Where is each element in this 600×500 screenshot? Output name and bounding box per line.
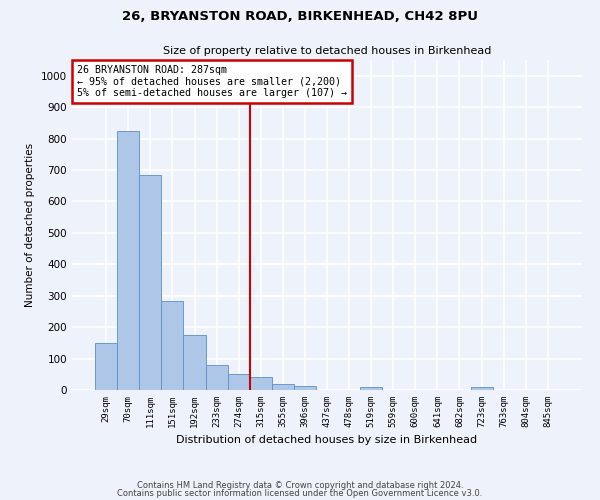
Text: Contains HM Land Registry data © Crown copyright and database right 2024.: Contains HM Land Registry data © Crown c… [137,481,463,490]
Bar [139,174,161,390]
Title: Size of property relative to detached houses in Birkenhead: Size of property relative to detached ho… [163,46,491,56]
Text: 26, BRYANSTON ROAD, BIRKENHEAD, CH42 8PU: 26, BRYANSTON ROAD, BIRKENHEAD, CH42 8PU [122,10,478,23]
Bar [117,130,139,390]
Text: 26 BRYANSTON ROAD: 287sqm
← 95% of detached houses are smaller (2,200)
5% of sem: 26 BRYANSTON ROAD: 287sqm ← 95% of detac… [77,65,347,98]
Bar [161,301,184,390]
Bar [250,377,272,390]
X-axis label: Distribution of detached houses by size in Birkenhead: Distribution of detached houses by size … [176,436,478,446]
Bar [227,374,250,390]
Bar [360,387,382,390]
Bar [184,335,206,390]
Text: Contains public sector information licensed under the Open Government Licence v3: Contains public sector information licen… [118,488,482,498]
Bar [95,343,117,390]
Bar [272,384,294,390]
Bar [294,386,316,390]
Bar [206,366,227,390]
Bar [470,387,493,390]
Y-axis label: Number of detached properties: Number of detached properties [25,143,35,307]
